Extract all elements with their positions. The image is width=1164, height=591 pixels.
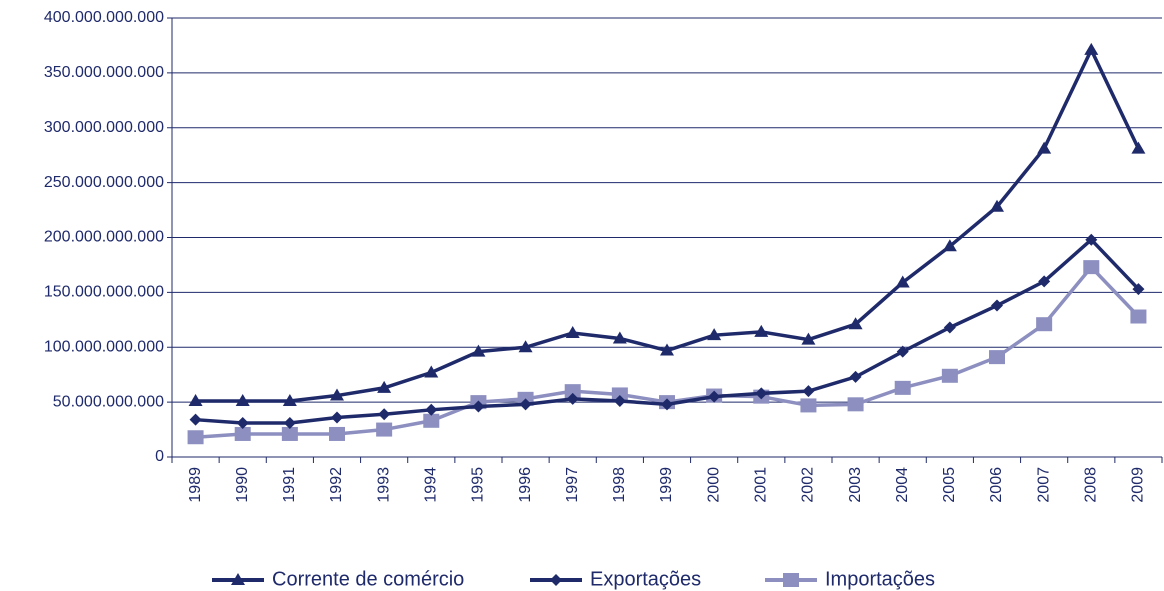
marker	[282, 394, 297, 407]
y-tick-label: 0	[155, 448, 164, 465]
marker	[1084, 42, 1099, 55]
marker	[943, 321, 956, 334]
marker	[471, 344, 486, 357]
x-tick-label: 1997	[564, 467, 581, 503]
marker	[188, 394, 203, 407]
x-tick-label: 2002	[800, 467, 817, 503]
marker	[800, 398, 817, 413]
x-tick-label: 1998	[611, 467, 628, 503]
marker	[754, 324, 769, 337]
marker	[991, 299, 1003, 312]
marker	[424, 365, 439, 378]
marker	[472, 400, 485, 413]
marker	[613, 395, 626, 408]
x-tick-label: 2009	[1130, 467, 1147, 503]
x-tick-label: 1996	[517, 467, 534, 503]
marker	[425, 403, 438, 416]
x-tick-label: 1990	[234, 467, 251, 503]
marker	[707, 328, 722, 341]
marker	[1130, 309, 1147, 324]
marker	[519, 398, 532, 411]
y-tick-label: 250.000.000.000	[44, 174, 164, 191]
marker	[661, 398, 673, 411]
x-tick-label: 1991	[281, 467, 298, 503]
x-tick-label: 2000	[705, 467, 722, 503]
marker	[941, 368, 958, 383]
marker	[234, 426, 251, 441]
marker	[566, 392, 579, 405]
legend-label: Corrente de comércio	[272, 568, 464, 590]
marker	[518, 340, 533, 353]
y-tick-label: 350.000.000.000	[44, 64, 164, 81]
marker	[377, 380, 392, 393]
y-tick-label: 150.000.000.000	[44, 284, 164, 301]
marker	[331, 411, 343, 424]
marker	[187, 430, 204, 445]
marker	[423, 413, 440, 428]
marker	[660, 343, 674, 356]
marker	[1083, 260, 1100, 275]
x-tick-label: 1993	[375, 467, 392, 503]
y-tick-label: 300.000.000.000	[44, 119, 164, 136]
marker	[1085, 233, 1098, 246]
marker	[283, 416, 296, 429]
marker	[708, 390, 721, 403]
marker	[378, 408, 391, 421]
legend-label: Importações	[825, 568, 935, 590]
marker	[989, 350, 1005, 365]
marker	[612, 331, 627, 344]
marker	[801, 332, 816, 345]
marker	[550, 574, 562, 586]
y-tick-label: 200.000.000.000	[44, 229, 164, 246]
marker	[1132, 283, 1145, 296]
marker	[329, 426, 345, 441]
x-tick-label: 1995	[470, 467, 487, 503]
marker	[189, 413, 202, 426]
marker	[783, 573, 799, 587]
x-tick-label: 2004	[894, 467, 911, 503]
marker	[990, 199, 1004, 212]
x-tick-label: 2005	[941, 467, 958, 503]
marker	[565, 325, 580, 338]
y-tick-label: 100.000.000.000	[44, 338, 164, 355]
x-tick-label: 1994	[423, 467, 440, 503]
marker	[231, 573, 245, 585]
marker	[896, 345, 909, 358]
marker	[1131, 141, 1146, 154]
legend-label: Exportações	[590, 568, 701, 590]
x-tick-label: 1992	[328, 467, 345, 503]
x-tick-label: 2003	[847, 467, 864, 503]
marker	[376, 422, 393, 437]
marker	[236, 416, 249, 429]
marker	[849, 370, 862, 383]
marker	[802, 385, 815, 398]
marker	[1036, 317, 1053, 332]
marker	[1037, 141, 1052, 154]
marker	[235, 394, 250, 407]
marker	[330, 388, 344, 401]
x-tick-label: 2006	[988, 467, 1005, 503]
marker	[1038, 275, 1051, 288]
marker	[564, 384, 581, 399]
marker	[755, 387, 768, 400]
marker	[942, 239, 957, 252]
y-tick-label: 50.000.000.000	[53, 393, 164, 410]
marker	[847, 397, 864, 412]
y-tick-label: 400.000.000.000	[44, 9, 164, 26]
x-tick-label: 2007	[1035, 467, 1052, 503]
marker	[848, 317, 863, 330]
marker	[895, 275, 910, 288]
x-tick-label: 1989	[187, 467, 204, 503]
x-tick-label: 2001	[753, 467, 770, 503]
x-tick-label: 1999	[658, 467, 675, 503]
marker	[281, 426, 298, 441]
marker	[894, 380, 911, 395]
marker	[611, 387, 628, 402]
x-tick-label: 2008	[1083, 467, 1100, 503]
